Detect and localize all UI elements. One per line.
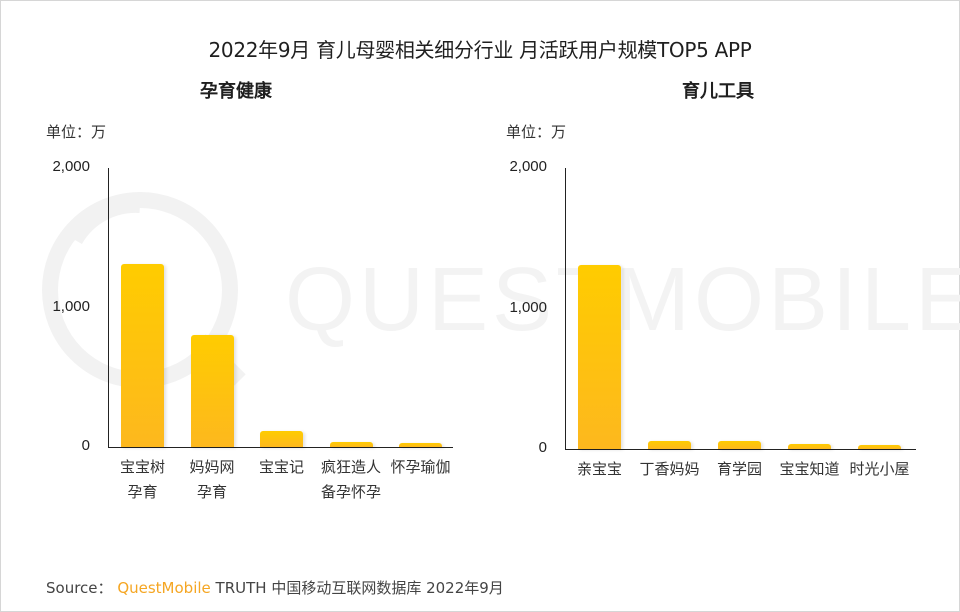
chart-title: 2022年9月 育儿母婴相关细分行业 月活跃用户规模TOP5 APP <box>208 38 752 62</box>
bar <box>121 264 164 447</box>
bar <box>190 335 234 447</box>
bar <box>788 444 831 449</box>
source-note: Source： QuestMobile TRUTH 中国移动互联网数据库 202… <box>46 577 504 598</box>
category-label: 宝宝知道 <box>779 460 840 478</box>
x-axis <box>565 449 916 450</box>
y-tick-2000: 2,000 <box>509 158 547 175</box>
category-label: 疯狂造人 备孕怀孕 <box>320 458 381 501</box>
y-tick-1000: 1,000 <box>509 299 547 316</box>
source-brand: QuestMobile <box>117 579 211 597</box>
chart-subtitle: 育儿工具 <box>682 81 754 102</box>
category-label: 妈妈网 孕育 <box>189 458 235 501</box>
y-axis <box>565 168 566 450</box>
y-tick-2000: 2,000 <box>52 158 90 175</box>
bar <box>718 440 761 449</box>
source-label: Source： <box>46 579 113 597</box>
category-label: 亲宝宝 <box>576 460 622 478</box>
y-tick-0: 0 <box>538 439 547 456</box>
category-label: 怀孕瑜伽 <box>390 458 451 476</box>
bar <box>399 442 442 447</box>
category-label: 宝宝记 <box>258 458 304 476</box>
bar <box>578 264 621 449</box>
category-label: 育学园 <box>716 460 762 478</box>
bar <box>858 445 901 449</box>
y-axis <box>108 168 109 448</box>
category-label: 丁香妈妈 <box>639 460 700 478</box>
unit-label: 单位：万 <box>506 123 567 141</box>
y-tick-0: 0 <box>81 437 90 454</box>
category-label: 时光小屋 <box>849 460 910 478</box>
bar <box>260 431 303 447</box>
unit-label: 单位：万 <box>46 123 107 141</box>
x-axis <box>108 447 453 448</box>
y-tick-1000: 1,000 <box>52 298 90 315</box>
chart-subtitle: 孕育健康 <box>200 81 272 102</box>
category-label: 宝宝树 孕育 <box>119 458 165 501</box>
source-text: TRUTH 中国移动互联网数据库 2022年9月 <box>215 579 504 597</box>
bar <box>329 441 373 447</box>
bar <box>648 440 691 449</box>
